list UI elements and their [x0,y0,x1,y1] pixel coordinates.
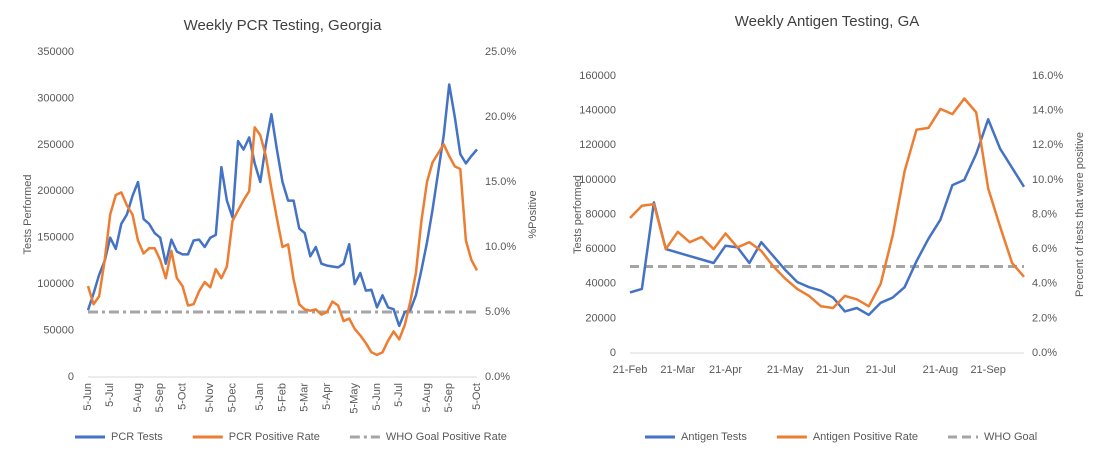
y-tick-label: 160000 [579,70,616,82]
y2-tick-label: 20.0% [485,111,516,123]
y-tick-label: 100000 [37,278,74,290]
y2-tick-label: 8.0% [1032,208,1057,220]
x-tick-label: 21-Mar [660,364,695,376]
x-tick-label: 21-Aug [923,364,958,376]
y-tick-label: 100000 [579,174,616,186]
x-tick-label: 5-Nov [204,383,216,413]
y2-tick-label: 12.0% [1032,139,1063,151]
y2-tick-label: 15.0% [485,176,516,188]
x-tick-label: 5-Oct [176,383,188,410]
y2-tick-label: 14.0% [1032,105,1063,117]
x-tick-label: 21-Jun [816,364,850,376]
y2-tick-label: 0.0% [1032,347,1057,359]
x-tick-label: 5-Apr [321,383,333,410]
y-tick-label: 150000 [37,232,74,244]
y2-tick-label: 25.0% [485,46,516,58]
x-tick-label: 21-May [767,364,804,376]
x-tick-label: 5-Sep [443,383,455,412]
legend-label: PCR Tests [111,431,163,443]
x-tick-label: 5-Jun [82,383,94,411]
series-line [86,126,479,357]
y2-tick-label: 4.0% [1032,278,1057,290]
x-tick-label: 5-Jun [371,383,383,411]
legend-label: PCR Positive Rate [229,431,320,443]
y2-tick-label: 2.0% [1032,312,1057,324]
x-tick-label: 5-Jul [393,383,405,407]
series-line [629,118,1026,317]
x-tick-label: 5-Dec [226,383,238,413]
x-tick-label: 21-Sep [970,364,1005,376]
y-tick-label: 80000 [585,208,616,220]
x-tick-label: 5-Jan [254,383,266,411]
y-tick-label: 0 [610,347,616,359]
x-tick-label: 5-Aug [132,383,144,412]
y2-tick-label: 10.0% [485,241,516,253]
x-tick-label: 5-Mar [299,383,311,412]
y2-axis-label: Percent of tests that were positive [1074,132,1086,297]
legend-label: Antigen Positive Rate [813,431,918,443]
y2-axis-label: %Positive [527,190,539,238]
x-tick-label: 5-Feb [276,383,288,412]
y-tick-label: 120000 [579,139,616,151]
legend-label: WHO Goal [984,431,1037,443]
y2-tick-label: 0.0% [485,371,510,383]
legend-label: Antigen Tests [681,431,747,443]
y-tick-label: 60000 [585,243,616,255]
x-tick-label: 5-Jul [104,383,116,407]
y2-tick-label: 6.0% [1032,243,1057,255]
x-tick-label: 21-Apr [709,364,742,376]
chart-title: Weekly Antigen Testing, GA [735,13,920,30]
y-tick-label: 20000 [585,312,616,324]
legend-label: WHO Goal Positive Rate [386,431,507,443]
y-tick-label: 40000 [585,278,616,290]
series-line [629,97,1025,310]
x-tick-label: 5-Sep [154,383,166,412]
y-axis-label: Tests performed [572,175,584,254]
y-axis-label: Tests Performed [22,174,34,254]
y2-tick-label: 10.0% [1032,174,1063,186]
chart-title: Weekly PCR Testing, Georgia [184,17,383,34]
series-line [86,83,478,328]
y2-tick-label: 16.0% [1032,70,1063,82]
y2-tick-label: 5.0% [485,306,510,318]
x-tick-label: 5-Oct [471,383,483,410]
y-tick-label: 140000 [579,105,616,117]
y-tick-label: 200000 [37,185,74,197]
x-tick-label: 5-May [349,383,361,414]
y-tick-label: 300000 [37,92,74,104]
x-tick-label: 21-Feb [613,364,648,376]
y-tick-label: 50000 [43,324,74,336]
y-tick-label: 350000 [37,46,74,58]
y-tick-label: 250000 [37,139,74,151]
y-tick-label: 0 [68,371,74,383]
x-tick-label: 21-Jul [866,364,896,376]
x-tick-label: 5-Aug [421,383,433,412]
